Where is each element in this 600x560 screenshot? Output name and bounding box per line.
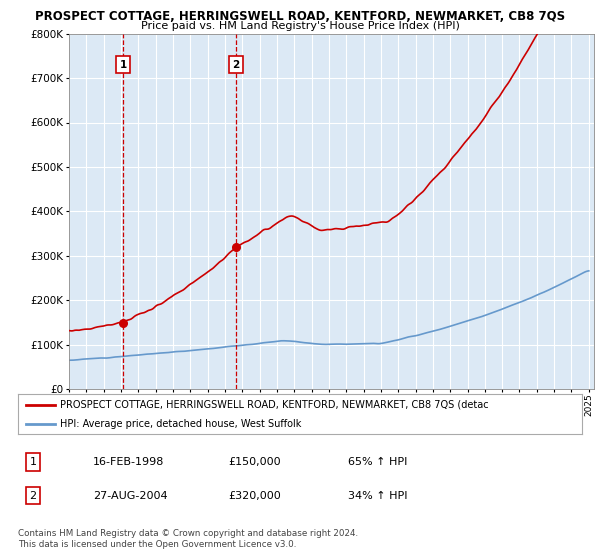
Text: 1: 1 [119, 60, 127, 69]
Text: 27-AUG-2004: 27-AUG-2004 [93, 491, 167, 501]
Text: PROSPECT COTTAGE, HERRINGSWELL ROAD, KENTFORD, NEWMARKET, CB8 7QS (detac: PROSPECT COTTAGE, HERRINGSWELL ROAD, KEN… [60, 400, 489, 410]
Text: Price paid vs. HM Land Registry's House Price Index (HPI): Price paid vs. HM Land Registry's House … [140, 21, 460, 31]
Text: 2: 2 [29, 491, 37, 501]
Text: Contains HM Land Registry data © Crown copyright and database right 2024.
This d: Contains HM Land Registry data © Crown c… [18, 529, 358, 549]
Text: 16-FEB-1998: 16-FEB-1998 [93, 457, 164, 467]
Text: £320,000: £320,000 [228, 491, 281, 501]
Text: £150,000: £150,000 [228, 457, 281, 467]
Text: 65% ↑ HPI: 65% ↑ HPI [348, 457, 407, 467]
Text: 2: 2 [233, 60, 240, 69]
Text: 1: 1 [29, 457, 37, 467]
Text: HPI: Average price, detached house, West Suffolk: HPI: Average price, detached house, West… [60, 419, 302, 429]
Text: 34% ↑ HPI: 34% ↑ HPI [348, 491, 407, 501]
Text: PROSPECT COTTAGE, HERRINGSWELL ROAD, KENTFORD, NEWMARKET, CB8 7QS: PROSPECT COTTAGE, HERRINGSWELL ROAD, KEN… [35, 10, 565, 23]
